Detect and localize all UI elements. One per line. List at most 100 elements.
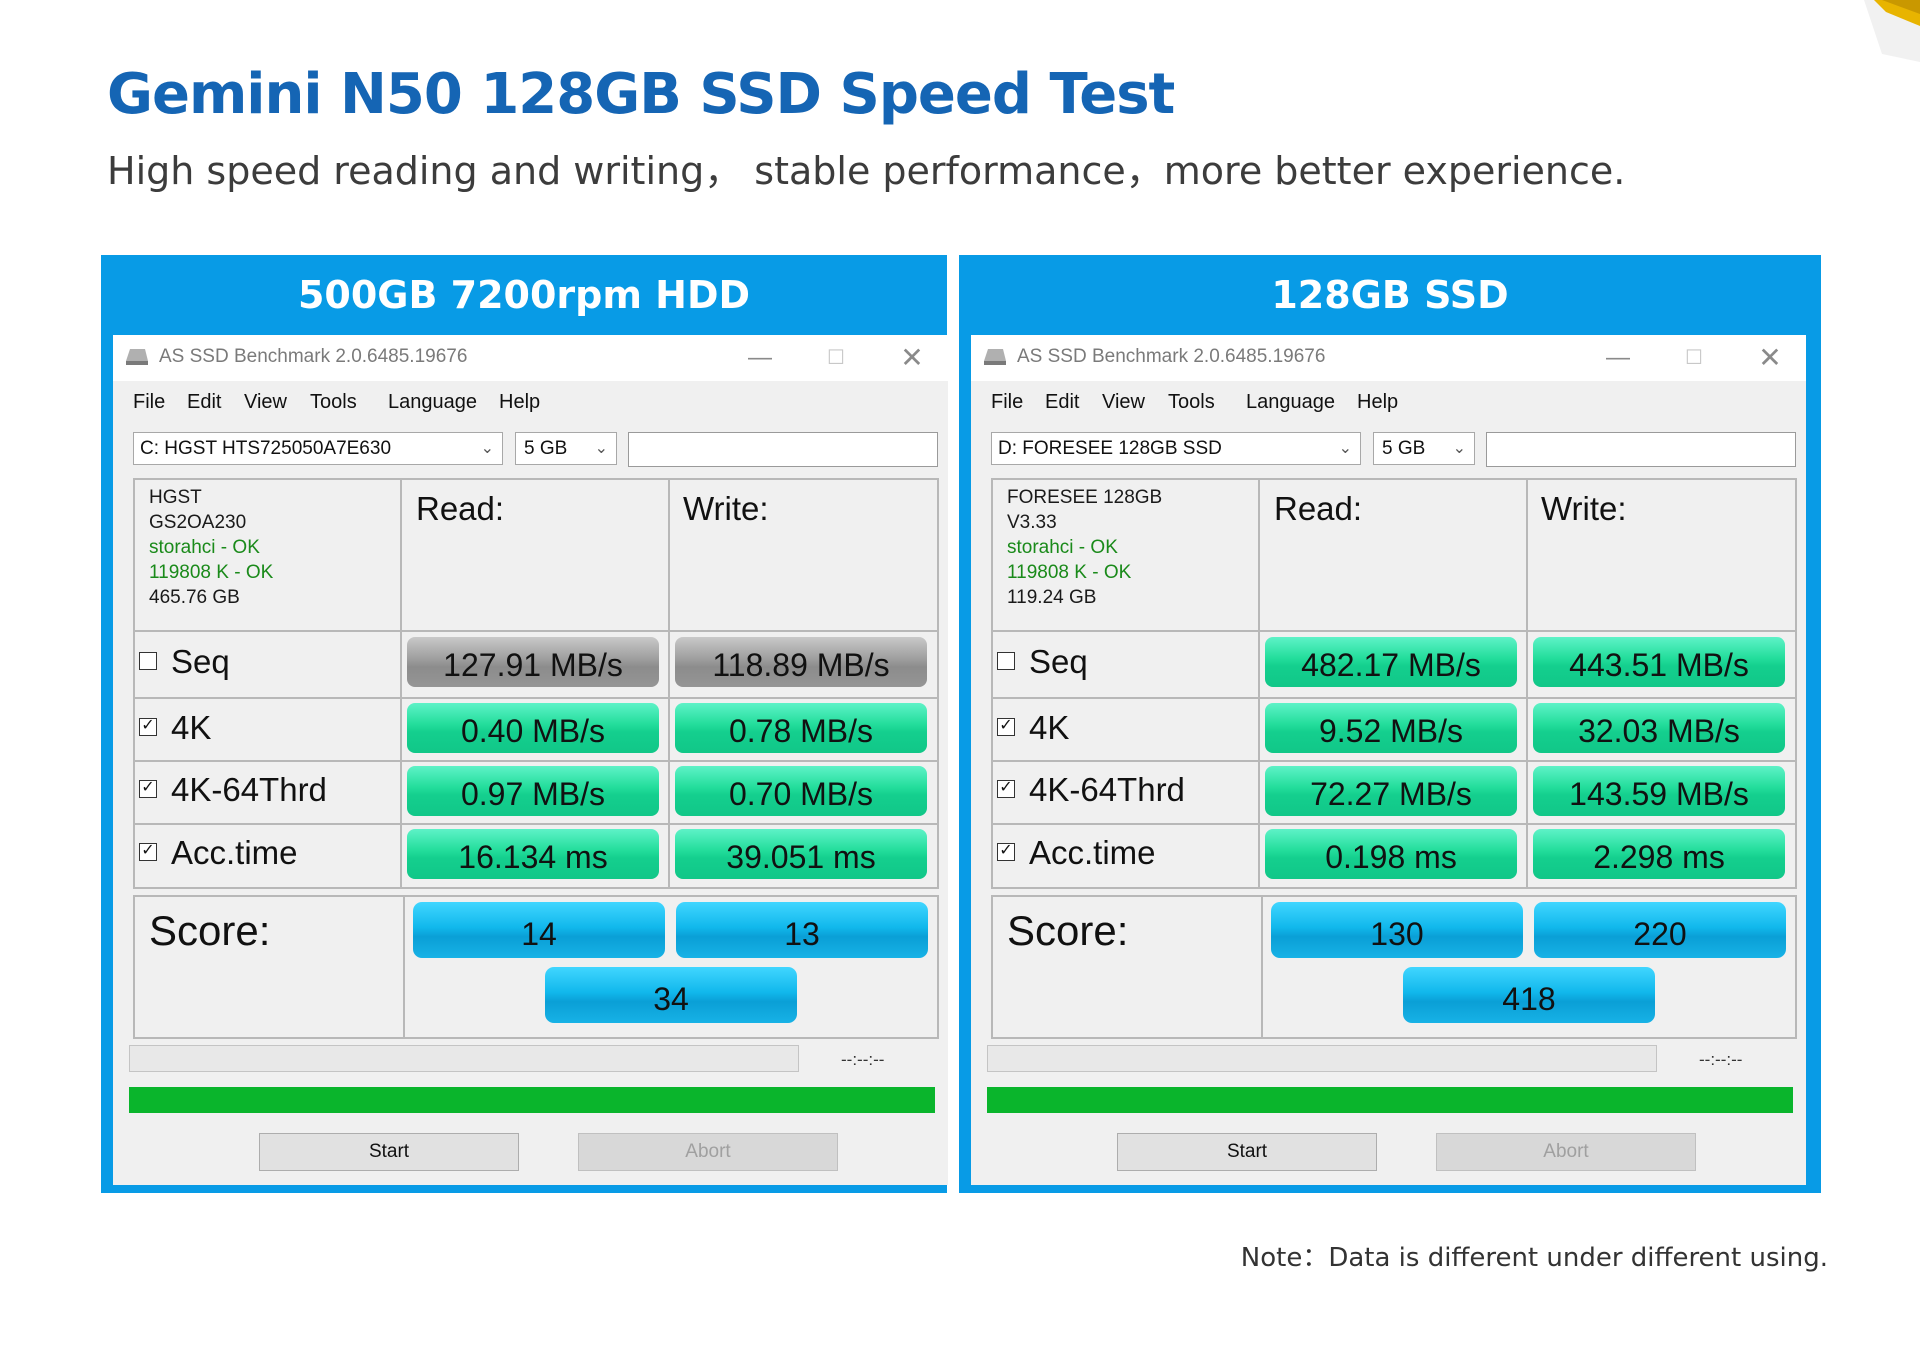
4k-read-value: 0.40 MB/s <box>407 703 659 753</box>
drive-capacity: 119.24 GB <box>1007 587 1097 608</box>
menu-bar: File Edit View Tools Language Help <box>113 381 948 421</box>
start-button[interactable]: Start <box>259 1133 519 1171</box>
status-field <box>628 432 938 467</box>
test-progress-track <box>987 1045 1657 1072</box>
score-read: 130 <box>1271 902 1523 958</box>
grid-line <box>991 478 1797 480</box>
page-title: Gemini N50 128GB SSD Speed Test <box>107 62 1175 127</box>
4k64-checkbox[interactable]: ✓ <box>139 780 157 799</box>
4k-checkbox[interactable]: ✓ <box>997 718 1015 737</box>
close-icon[interactable]: ✕ <box>1758 342 1782 373</box>
grid-line <box>403 895 405 1039</box>
grid-line <box>991 1037 1797 1039</box>
grid-line <box>991 887 1797 889</box>
row-seq-label[interactable]: Seq <box>997 643 1088 681</box>
panel-heading: 500GB 7200rpm HDD <box>297 273 751 317</box>
status-field <box>1486 432 1796 467</box>
acctime-write-value: 39.051 ms <box>675 829 927 879</box>
drive-info: FORESEE 128GB V3.33 storahci - OK 119808… <box>1007 485 1162 610</box>
title-bar: AS SSD Benchmark 2.0.6485.19676 — ☐ ✕ <box>971 335 1806 381</box>
grid-line <box>668 478 670 887</box>
row-acctime-label[interactable]: ✓ Acc.time <box>139 834 298 872</box>
grid-line <box>400 478 402 887</box>
acctime-checkbox[interactable]: ✓ <box>139 843 157 862</box>
score-read: 14 <box>413 902 665 958</box>
test-size-select[interactable]: 5 GB ⌄ <box>1373 432 1475 465</box>
menu-tools[interactable]: Tools <box>1168 391 1215 413</box>
chevron-down-icon: ⌄ <box>1338 440 1352 457</box>
panel-heading: 128GB SSD <box>1271 273 1509 317</box>
acctime-read-value: 16.134 ms <box>407 829 659 879</box>
menu-view[interactable]: View <box>1102 391 1145 413</box>
start-button[interactable]: Start <box>1117 1133 1377 1171</box>
row-seq-label[interactable]: Seq <box>139 643 230 681</box>
overall-progress-bar <box>987 1087 1793 1113</box>
drive-select-value: D: FORESEE 128GB SSD <box>998 438 1222 459</box>
row-acctime-label[interactable]: ✓ Acc.time <box>997 834 1156 872</box>
read-header: Read: <box>416 490 505 527</box>
grid-line <box>133 895 135 1039</box>
seq-checkbox[interactable] <box>139 652 157 671</box>
4k64-checkbox[interactable]: ✓ <box>997 780 1015 799</box>
test-progress-track <box>129 1045 799 1072</box>
maximize-icon[interactable]: ☐ <box>827 347 845 369</box>
acctime-checkbox[interactable]: ✓ <box>997 843 1015 862</box>
drive-model: HGST <box>149 487 202 508</box>
score-total: 418 <box>1403 967 1655 1023</box>
maximize-icon[interactable]: ☐ <box>1685 347 1703 369</box>
alignment-status: 119808 K - OK <box>149 562 274 583</box>
grid-line <box>133 760 939 762</box>
grid-line <box>133 478 939 480</box>
minimize-icon[interactable]: — <box>748 344 772 371</box>
driver-status: storahci - OK <box>149 537 260 558</box>
menu-language[interactable]: Language <box>388 391 477 413</box>
close-icon[interactable]: ✕ <box>900 342 924 373</box>
menu-file[interactable]: File <box>133 391 166 413</box>
row-4k64-label[interactable]: ✓ 4K-64Thrd <box>139 771 327 809</box>
chevron-down-icon: ⌄ <box>594 440 608 457</box>
grid-line <box>1795 478 1797 887</box>
drive-select[interactable]: C: HGST HTS725050A7E630 ⌄ <box>133 432 503 465</box>
test-size-select[interactable]: 5 GB ⌄ <box>515 432 617 465</box>
ssd-panel: 128GB SSD AS SSD Benchmark 2.0.6485.1967… <box>959 255 1821 1193</box>
menu-help[interactable]: Help <box>499 391 541 413</box>
abort-button[interactable]: Abort <box>1436 1133 1696 1171</box>
abort-button[interactable]: Abort <box>578 1133 838 1171</box>
grid-line <box>991 895 993 1039</box>
test-size-value: 5 GB <box>524 438 568 459</box>
drive-firmware: V3.33 <box>1007 512 1057 533</box>
row-label-text: 4K-64Thrd <box>1029 771 1185 808</box>
seq-write-value: 443.51 MB/s <box>1533 637 1785 687</box>
benchmark-window: AS SSD Benchmark 2.0.6485.19676 — ☐ ✕ Fi… <box>113 335 948 1185</box>
drive-capacity: 465.76 GB <box>149 587 240 608</box>
menu-help[interactable]: Help <box>1357 391 1399 413</box>
minimize-icon[interactable]: — <box>1606 344 1630 371</box>
driver-status: storahci - OK <box>1007 537 1118 558</box>
write-header: Write: <box>1541 490 1627 527</box>
grid-line <box>133 478 135 887</box>
menu-language[interactable]: Language <box>1246 391 1335 413</box>
menu-file[interactable]: File <box>991 391 1024 413</box>
grid-line <box>1258 478 1260 887</box>
4k-write-value: 0.78 MB/s <box>675 703 927 753</box>
grid-line <box>133 895 939 897</box>
grid-line <box>991 697 1797 699</box>
4k-checkbox[interactable]: ✓ <box>139 718 157 737</box>
test-size-value: 5 GB <box>1382 438 1426 459</box>
row-4k-label[interactable]: ✓ 4K <box>997 709 1069 747</box>
menu-edit[interactable]: Edit <box>187 391 222 413</box>
menu-edit[interactable]: Edit <box>1045 391 1080 413</box>
menu-view[interactable]: View <box>244 391 287 413</box>
hdd-panel: 500GB 7200rpm HDD AS SSD Benchmark 2.0.6… <box>101 255 948 1193</box>
grid-line <box>1261 895 1263 1039</box>
drive-info: HGST GS2OA230 storahci - OK 119808 K - O… <box>149 485 273 610</box>
title-bar: AS SSD Benchmark 2.0.6485.19676 — ☐ ✕ <box>113 335 948 381</box>
row-label-text: Seq <box>1029 643 1088 680</box>
row-4k64-label[interactable]: ✓ 4K-64Thrd <box>997 771 1185 809</box>
menu-tools[interactable]: Tools <box>310 391 357 413</box>
drive-select[interactable]: D: FORESEE 128GB SSD ⌄ <box>991 432 1361 465</box>
benchmark-window: AS SSD Benchmark 2.0.6485.19676 — ☐ ✕ Fi… <box>971 335 1806 1185</box>
seq-checkbox[interactable] <box>997 652 1015 671</box>
row-4k-label[interactable]: ✓ 4K <box>139 709 211 747</box>
overall-progress-bar <box>129 1087 935 1113</box>
